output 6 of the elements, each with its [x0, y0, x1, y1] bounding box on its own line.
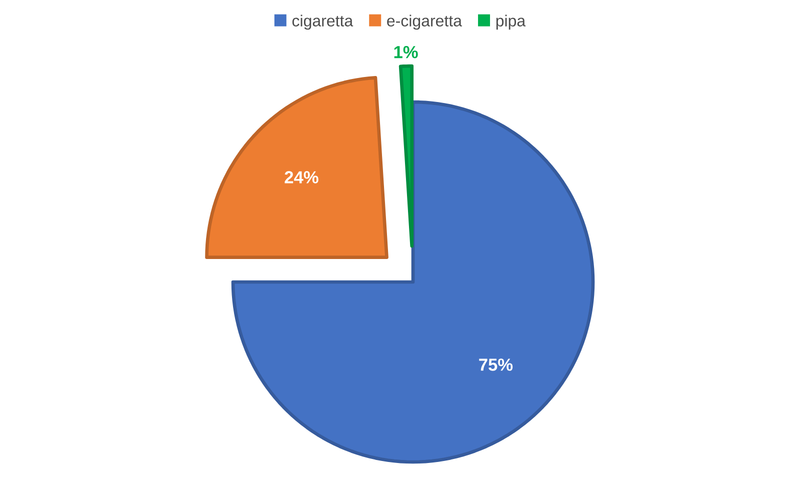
legend-label: cigaretta: [292, 14, 354, 30]
legend-label: pipa: [496, 14, 526, 30]
data-label: 1%: [394, 46, 418, 58]
data-label: 24%: [284, 171, 318, 184]
legend-label: e-cigaretta: [387, 14, 462, 30]
data-label: 75%: [479, 358, 513, 371]
